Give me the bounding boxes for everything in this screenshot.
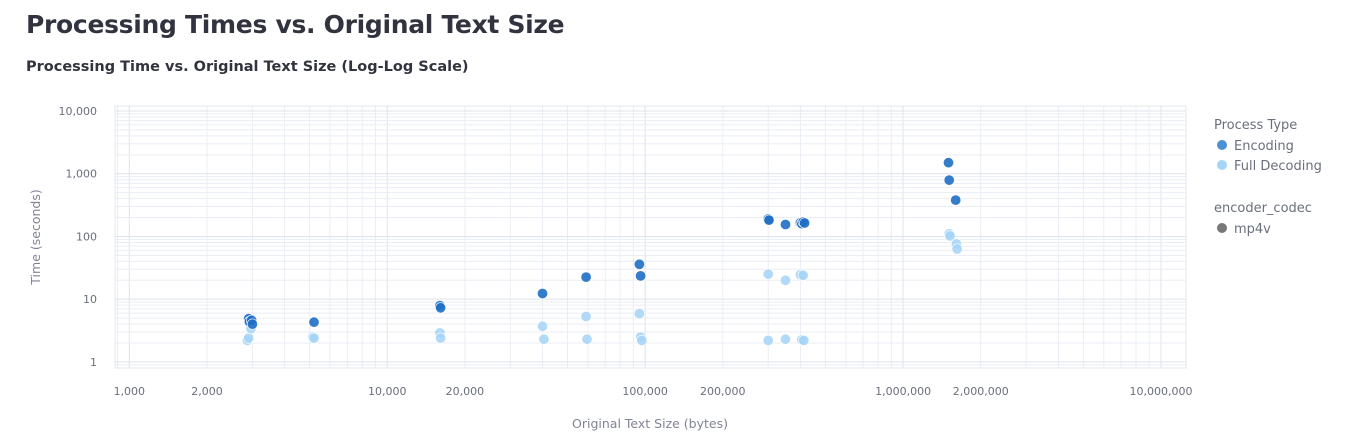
point-full-decoding[interactable] — [779, 274, 791, 286]
legend-swatch-encoding — [1217, 140, 1227, 150]
legend: Process Type Encoding Full Decoding enco… — [1214, 118, 1322, 237]
legend-label-mp4v: mp4v — [1234, 222, 1271, 237]
point-full-decoding[interactable] — [581, 333, 593, 345]
point-full-decoding[interactable] — [798, 334, 810, 346]
point-encoding[interactable] — [943, 174, 955, 186]
point-full-decoding[interactable] — [633, 308, 645, 320]
x-tick-label: 20,000 — [446, 385, 485, 398]
point-encoding[interactable] — [763, 214, 775, 226]
point-encoding[interactable] — [635, 270, 647, 282]
x-axis-ticks: 1,000 2,000 10,000 20,000 100,000 200,000 1,00… — [114, 385, 1193, 398]
plot-background — [115, 106, 1186, 368]
point-full-decoding[interactable] — [243, 332, 255, 344]
point-encoding[interactable] — [779, 219, 791, 231]
point-encoding[interactable] — [799, 217, 811, 229]
legend-color-title: Process Type — [1214, 118, 1297, 133]
x-tick-label: 10,000 — [368, 385, 407, 398]
point-full-decoding[interactable] — [308, 332, 320, 344]
plot-border — [114, 105, 1187, 369]
point-full-decoding[interactable] — [779, 333, 791, 345]
point-full-decoding[interactable] — [944, 230, 956, 242]
point-encoding[interactable] — [950, 194, 962, 206]
point-full-decoding[interactable] — [536, 320, 548, 332]
data-points[interactable] — [241, 157, 963, 346]
point-full-decoding[interactable] — [580, 310, 592, 322]
point-full-decoding[interactable] — [538, 333, 550, 345]
point-encoding[interactable] — [246, 318, 258, 330]
y-axis-ticks: 1 10 100 1,000 10,000 — [59, 105, 98, 369]
x-tick-label: 1,000 — [114, 385, 146, 398]
point-full-decoding[interactable] — [762, 334, 774, 346]
x-tick-label: 100,000 — [622, 385, 668, 398]
legend-swatch-mp4v — [1217, 223, 1227, 233]
y-tick-label: 10 — [83, 293, 97, 306]
chart-grid — [114, 105, 1187, 369]
legend-label-full-decoding: Full Decoding — [1234, 159, 1322, 174]
point-full-decoding[interactable] — [951, 243, 963, 255]
x-tick-label: 200,000 — [700, 385, 746, 398]
x-axis-title: Original Text Size (bytes) — [572, 416, 728, 431]
point-encoding[interactable] — [435, 302, 447, 314]
x-tick-label: 1,000,000 — [875, 385, 931, 398]
point-encoding[interactable] — [942, 157, 954, 169]
y-tick-label: 1,000 — [66, 168, 98, 181]
chart-title: Processing Time vs. Original Text Size (… — [26, 59, 469, 75]
y-tick-label: 1 — [90, 356, 97, 369]
page-title: Processing Times vs. Original Text Size — [26, 10, 565, 39]
point-full-decoding[interactable] — [636, 334, 648, 346]
x-tick-label: 2,000 — [191, 385, 223, 398]
y-tick-label: 10,000 — [59, 105, 98, 118]
legend-swatch-full-decoding — [1217, 160, 1227, 170]
point-encoding[interactable] — [580, 271, 592, 283]
point-encoding[interactable] — [633, 258, 645, 270]
legend-label-encoding: Encoding — [1234, 139, 1294, 154]
legend-symbol-title: encoder_codec — [1214, 201, 1312, 216]
point-full-decoding[interactable] — [797, 269, 809, 281]
y-axis-title: Time (seconds) — [28, 189, 43, 285]
point-full-decoding[interactable] — [762, 268, 774, 280]
x-tick-label: 2,000,000 — [953, 385, 1009, 398]
point-full-decoding[interactable] — [435, 332, 447, 344]
x-tick-label: 10,000,000 — [1130, 385, 1193, 398]
y-tick-label: 100 — [76, 230, 97, 243]
point-encoding[interactable] — [308, 316, 320, 328]
point-encoding[interactable] — [536, 287, 548, 299]
